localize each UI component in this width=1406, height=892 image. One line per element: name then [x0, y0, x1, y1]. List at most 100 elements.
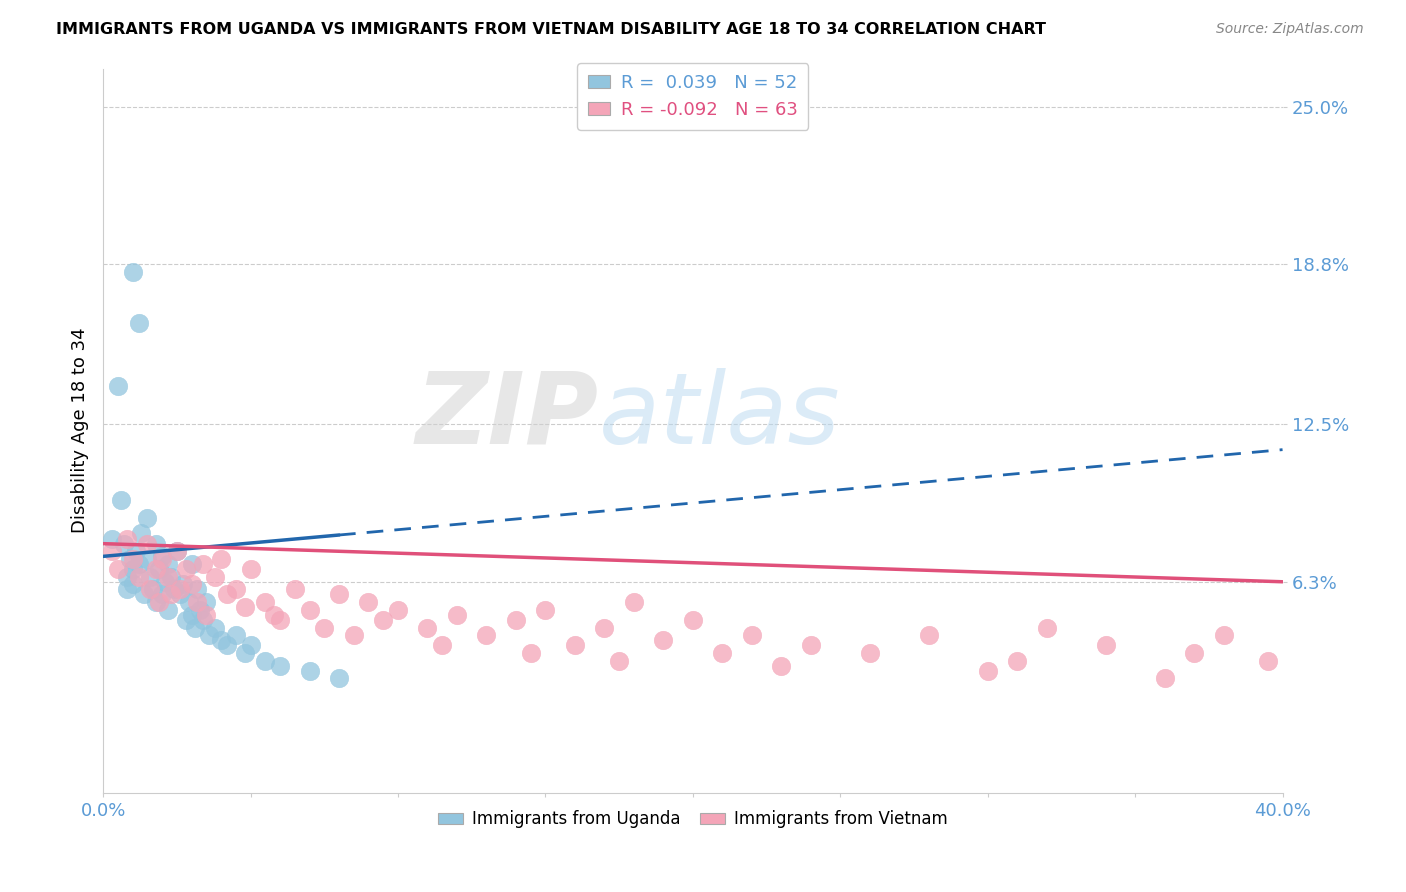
- Point: [128, 570, 150, 584]
- Point: [115, 532, 138, 546]
- Point: [121, 552, 143, 566]
- Point: [166, 544, 188, 558]
- Point: [121, 562, 143, 576]
- Point: [505, 613, 527, 627]
- Point: [328, 587, 350, 601]
- Point: [314, 620, 336, 634]
- Point: [215, 638, 238, 652]
- Point: [1153, 671, 1175, 685]
- Point: [711, 646, 734, 660]
- Point: [174, 613, 197, 627]
- Point: [172, 577, 194, 591]
- Point: [145, 562, 167, 576]
- Point: [534, 603, 557, 617]
- Point: [1212, 628, 1234, 642]
- Point: [134, 587, 156, 601]
- Text: Source: ZipAtlas.com: Source: ZipAtlas.com: [1216, 22, 1364, 37]
- Point: [145, 536, 167, 550]
- Point: [475, 628, 498, 642]
- Point: [101, 544, 124, 558]
- Point: [186, 595, 208, 609]
- Point: [128, 557, 150, 571]
- Point: [136, 552, 159, 566]
- Point: [1182, 646, 1205, 660]
- Point: [204, 570, 226, 584]
- Point: [107, 562, 129, 576]
- Point: [519, 646, 541, 660]
- Point: [136, 511, 159, 525]
- Point: [209, 552, 232, 566]
- Point: [233, 600, 256, 615]
- Point: [343, 628, 366, 642]
- Point: [115, 582, 138, 597]
- Point: [1005, 654, 1028, 668]
- Point: [446, 607, 468, 622]
- Point: [233, 646, 256, 660]
- Text: atlas: atlas: [599, 368, 841, 465]
- Point: [163, 582, 186, 597]
- Point: [193, 613, 215, 627]
- Point: [1257, 654, 1279, 668]
- Point: [160, 570, 183, 584]
- Point: [110, 493, 132, 508]
- Point: [607, 654, 630, 668]
- Point: [254, 654, 277, 668]
- Text: IMMIGRANTS FROM UGANDA VS IMMIGRANTS FROM VIETNAM DISABILITY AGE 18 TO 34 CORREL: IMMIGRANTS FROM UGANDA VS IMMIGRANTS FRO…: [56, 22, 1046, 37]
- Point: [976, 664, 998, 678]
- Point: [177, 595, 200, 609]
- Point: [254, 595, 277, 609]
- Point: [156, 603, 179, 617]
- Point: [432, 638, 454, 652]
- Point: [153, 574, 176, 589]
- Point: [128, 316, 150, 330]
- Point: [328, 671, 350, 685]
- Point: [298, 603, 321, 617]
- Point: [160, 587, 183, 601]
- Point: [1035, 620, 1057, 634]
- Point: [156, 570, 179, 584]
- Point: [239, 562, 262, 576]
- Point: [682, 613, 704, 627]
- Text: ZIP: ZIP: [416, 368, 599, 465]
- Point: [148, 595, 170, 609]
- Point: [357, 595, 380, 609]
- Point: [124, 544, 146, 558]
- Point: [169, 587, 191, 601]
- Point: [166, 544, 188, 558]
- Point: [186, 582, 208, 597]
- Point: [269, 613, 291, 627]
- Point: [918, 628, 941, 642]
- Point: [142, 582, 165, 597]
- Point: [298, 664, 321, 678]
- Point: [859, 646, 882, 660]
- Point: [209, 633, 232, 648]
- Point: [263, 607, 285, 622]
- Point: [150, 587, 173, 601]
- Point: [741, 628, 763, 642]
- Point: [101, 532, 124, 546]
- Point: [121, 265, 143, 279]
- Point: [269, 658, 291, 673]
- Point: [800, 638, 823, 652]
- Point: [180, 577, 202, 591]
- Point: [195, 607, 218, 622]
- Point: [190, 603, 212, 617]
- Point: [770, 658, 793, 673]
- Point: [416, 620, 439, 634]
- Point: [195, 595, 218, 609]
- Point: [180, 557, 202, 571]
- Point: [225, 628, 247, 642]
- Point: [150, 552, 173, 566]
- Point: [131, 526, 153, 541]
- Point: [121, 577, 143, 591]
- Point: [623, 595, 645, 609]
- Legend: Immigrants from Uganda, Immigrants from Vietnam: Immigrants from Uganda, Immigrants from …: [432, 804, 953, 835]
- Point: [198, 628, 221, 642]
- Point: [148, 562, 170, 576]
- Point: [156, 557, 179, 571]
- Point: [150, 549, 173, 564]
- Point: [225, 582, 247, 597]
- Y-axis label: Disability Age 18 to 34: Disability Age 18 to 34: [72, 327, 89, 533]
- Point: [193, 557, 215, 571]
- Point: [373, 613, 395, 627]
